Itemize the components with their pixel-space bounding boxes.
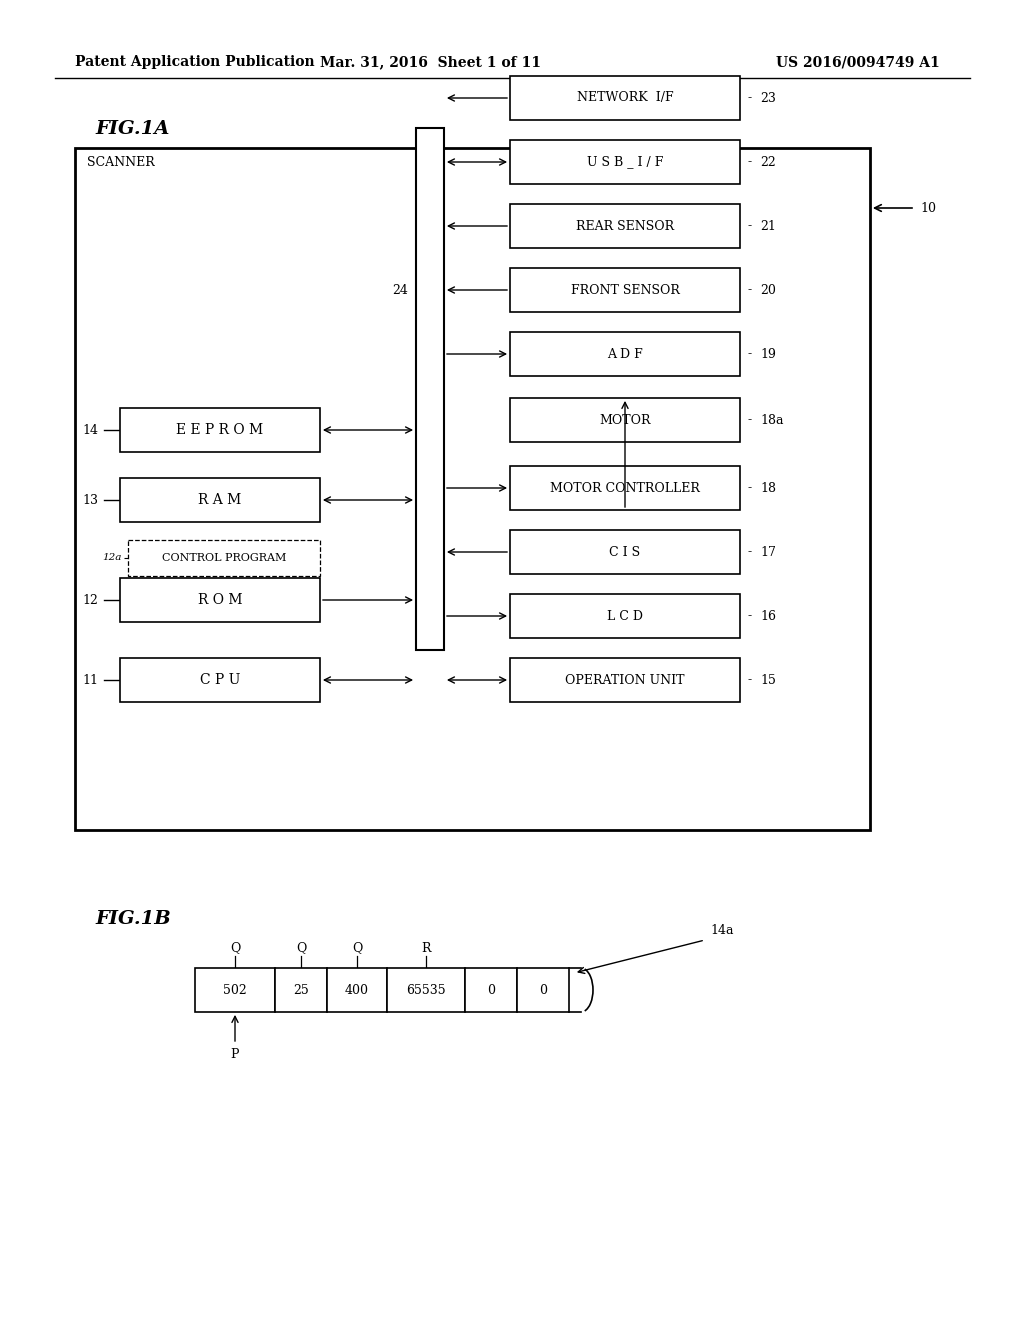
Text: E E P R O M: E E P R O M	[176, 422, 263, 437]
Bar	[120, 408, 319, 451]
Text: 0: 0	[539, 983, 547, 997]
Text: A D F: A D F	[607, 347, 643, 360]
Text: 0: 0	[487, 983, 495, 997]
Text: Q: Q	[229, 941, 241, 954]
Text: 10: 10	[920, 202, 936, 214]
Bar	[510, 466, 740, 510]
Text: C I S: C I S	[609, 545, 641, 558]
Text: 18a: 18a	[760, 413, 783, 426]
Text: 14a: 14a	[710, 924, 733, 936]
Bar	[510, 657, 740, 702]
Text: U S B _ I / F: U S B _ I / F	[587, 156, 664, 169]
Text: Mar. 31, 2016  Sheet 1 of 11: Mar. 31, 2016 Sheet 1 of 11	[319, 55, 541, 69]
Bar	[510, 77, 740, 120]
Text: 24: 24	[392, 284, 408, 297]
Text: 20: 20	[760, 284, 776, 297]
Bar	[510, 205, 740, 248]
Text: R O M: R O M	[198, 593, 243, 607]
Bar	[128, 540, 319, 576]
Text: MOTOR CONTROLLER: MOTOR CONTROLLER	[550, 482, 700, 495]
Text: SCANNER: SCANNER	[87, 156, 155, 169]
Text: R A M: R A M	[199, 492, 242, 507]
Bar	[510, 333, 740, 376]
Text: -: -	[748, 482, 752, 495]
Text: -: -	[748, 284, 752, 297]
Text: 17: 17	[760, 545, 776, 558]
Text: -: -	[748, 413, 752, 426]
Text: 18: 18	[760, 482, 776, 495]
Text: -: -	[748, 545, 752, 558]
Text: MOTOR: MOTOR	[599, 413, 650, 426]
Text: C P U: C P U	[200, 673, 241, 686]
Text: 22: 22	[760, 156, 776, 169]
Text: 400: 400	[345, 983, 369, 997]
Text: 12a: 12a	[102, 553, 122, 562]
Text: -: -	[748, 610, 752, 623]
Text: 12: 12	[82, 594, 98, 606]
Text: 13: 13	[82, 494, 98, 507]
Text: -: -	[748, 156, 752, 169]
Text: 65535: 65535	[407, 983, 445, 997]
Bar	[275, 968, 327, 1012]
Text: 14: 14	[82, 424, 98, 437]
Text: -: -	[748, 673, 752, 686]
Bar	[510, 140, 740, 183]
Text: Q: Q	[296, 941, 306, 954]
Bar	[510, 399, 740, 442]
Text: REAR SENSOR: REAR SENSOR	[575, 219, 674, 232]
Text: -: -	[748, 91, 752, 104]
Bar	[120, 478, 319, 521]
Text: Q: Q	[352, 941, 362, 954]
Bar	[120, 578, 319, 622]
Text: L C D: L C D	[607, 610, 643, 623]
Text: 15: 15	[760, 673, 776, 686]
Text: 21: 21	[760, 219, 776, 232]
Text: Patent Application Publication: Patent Application Publication	[75, 55, 314, 69]
Bar	[75, 148, 870, 830]
Bar	[387, 968, 465, 1012]
Bar	[510, 594, 740, 638]
Text: 25: 25	[293, 983, 309, 997]
Bar	[327, 968, 387, 1012]
Text: NETWORK  I/F: NETWORK I/F	[577, 91, 674, 104]
Bar	[517, 968, 569, 1012]
Text: US 2016/0094749 A1: US 2016/0094749 A1	[776, 55, 940, 69]
Bar	[510, 268, 740, 312]
Bar	[120, 657, 319, 702]
Text: FIG.1A: FIG.1A	[95, 120, 169, 139]
Text: R: R	[421, 941, 431, 954]
Bar	[465, 968, 517, 1012]
Bar	[510, 531, 740, 574]
Text: CONTROL PROGRAM: CONTROL PROGRAM	[162, 553, 286, 564]
Text: FRONT SENSOR: FRONT SENSOR	[570, 284, 680, 297]
Text: 23: 23	[760, 91, 776, 104]
Text: -: -	[748, 347, 752, 360]
Text: 19: 19	[760, 347, 776, 360]
Text: 502: 502	[223, 983, 247, 997]
Text: 11: 11	[82, 673, 98, 686]
Text: FIG.1B: FIG.1B	[95, 909, 171, 928]
Text: -: -	[748, 219, 752, 232]
Text: P: P	[230, 1048, 240, 1060]
Text: 16: 16	[760, 610, 776, 623]
Bar	[195, 968, 275, 1012]
Text: OPERATION UNIT: OPERATION UNIT	[565, 673, 685, 686]
Bar	[416, 128, 444, 649]
